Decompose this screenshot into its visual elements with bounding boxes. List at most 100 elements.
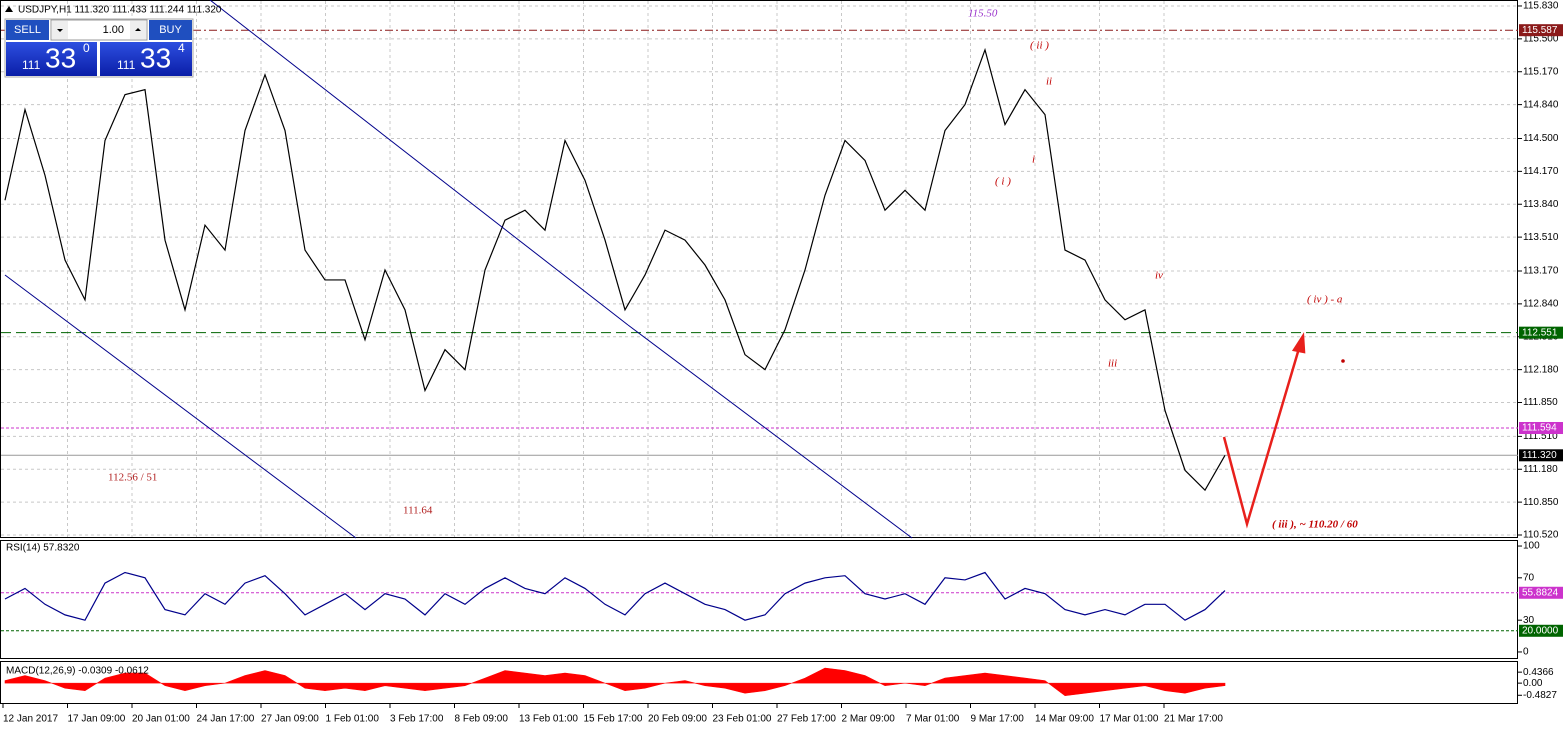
sell-price-sup: 0 — [83, 41, 90, 55]
buy-button[interactable] — [149, 20, 192, 40]
y-tick-label: 115.170 — [1523, 66, 1559, 77]
grid — [1, 1, 1518, 537]
time-label: 12 Jan 2017 — [3, 714, 58, 725]
level-label: 111.594 — [1522, 423, 1557, 434]
annotation: ( i ) — [995, 176, 1011, 188]
y-tick-label: 110.520 — [1523, 530, 1559, 541]
y-tick-label: 115.500 — [1523, 33, 1559, 44]
time-label: 15 Feb 17:00 — [584, 714, 643, 725]
sell-button[interactable] — [6, 20, 49, 40]
y-tick-label: -0.4827 — [1523, 690, 1557, 701]
trend-line — [209, 0, 629, 326]
level-tag — [1519, 624, 1563, 637]
buy-price-main: 33 — [140, 42, 171, 73]
trend-lines — [4, 0, 913, 539]
y-tick-label: 0.00 — [1523, 678, 1543, 689]
y-tick-label: 70 — [1523, 572, 1535, 583]
time-label: 8 Feb 09:00 — [455, 714, 509, 725]
y-tick-label: 113.510 — [1523, 232, 1559, 243]
time-label: 24 Jan 17:00 — [197, 714, 255, 725]
time-label: 9 Mar 17:00 — [971, 714, 1025, 725]
level-tag — [1519, 326, 1563, 339]
y-tick-label: 112.840 — [1523, 299, 1559, 310]
sell-label: SELL — [14, 24, 41, 36]
y-tick-label: 111.180 — [1523, 464, 1558, 475]
y-tick-label: 114.500 — [1523, 133, 1559, 144]
annotation: 115.50 — [968, 8, 998, 20]
time-label: 1 Feb 01:00 — [326, 714, 380, 725]
y-tick-label: 30 — [1523, 615, 1535, 626]
sell-price-big: 111 — [22, 58, 41, 72]
time-label: 20 Jan 01:00 — [132, 714, 190, 725]
y-tick-label: 113.170 — [1523, 266, 1559, 277]
level-label: 115.587 — [1522, 25, 1558, 36]
level-label: 20.0000 — [1522, 625, 1559, 636]
price-line — [4, 47, 1226, 492]
annotation: ( iii ), ~ 110.20 / 60 — [1272, 519, 1358, 531]
level-label: 112.551 — [1522, 327, 1558, 338]
up-icon — [135, 28, 141, 31]
time-label: 14 Mar 09:00 — [1035, 714, 1094, 725]
annotation: i — [1032, 154, 1035, 166]
arrow-path — [1222, 344, 1302, 529]
time-label: 7 Mar 01:00 — [906, 714, 960, 725]
level-tag — [1519, 586, 1563, 599]
level-tag — [1519, 422, 1563, 435]
buy-price-box[interactable] — [100, 42, 192, 76]
rsi-frame — [0, 540, 1518, 659]
level-tag — [1519, 449, 1563, 462]
time-label: 3 Feb 17:00 — [390, 714, 444, 725]
down-icon — [57, 29, 63, 32]
main-frame — [0, 0, 1518, 538]
y-tick-label: 111.510 — [1523, 431, 1558, 442]
time-label: 17 Jan 09:00 — [68, 714, 126, 725]
annotation: ( ii ) — [1030, 40, 1049, 52]
y-tick-label: 112.180 — [1523, 364, 1559, 375]
y-tick-label: 113.840 — [1523, 199, 1559, 210]
symbol-header: USDJPY,H1 111.320 111.433 111.244 111.32… — [18, 5, 222, 16]
level-label: 55.8824 — [1522, 587, 1559, 598]
sell-price-box[interactable] — [6, 42, 97, 76]
time-label: 20 Feb 09:00 — [648, 714, 707, 725]
time-label: 13 Feb 01:00 — [519, 714, 578, 725]
y-tick-label: 114.170 — [1523, 166, 1559, 177]
macd-frame — [0, 661, 1518, 704]
marker-dot — [1341, 359, 1345, 363]
pane-frames — [0, 0, 1518, 704]
header: USDJPY,H1 111.320 111.433 111.244 111.32… — [5, 5, 222, 16]
annotation: ( iv ) - a — [1307, 294, 1343, 306]
volume-box[interactable] — [50, 19, 148, 41]
time-label: 23 Feb 01:00 — [713, 714, 772, 725]
volume: 1.00 — [103, 24, 124, 36]
price-line — [4, 571, 1226, 621]
collapse-icon[interactable] — [5, 6, 13, 12]
buy-price-big: 111 — [117, 58, 136, 72]
sell-price-main: 33 — [45, 42, 76, 73]
time-label: 2 Mar 09:00 — [842, 714, 896, 725]
annotation: 112.56 / 51 — [108, 472, 157, 484]
y-tick-label: 0.4366 — [1523, 667, 1554, 678]
macd-histogram — [4, 667, 1226, 697]
buy-price-sup: 4 — [178, 41, 185, 55]
y-tick-label: 100 — [1523, 541, 1540, 552]
trend-line — [4, 274, 357, 539]
annotation: ii — [1046, 76, 1052, 88]
time-label: 17 Mar 01:00 — [1100, 714, 1159, 725]
forecast-arrow — [1222, 332, 1345, 529]
y-tick-label: 0 — [1523, 647, 1529, 658]
rsi-title: RSI(14) 57.8320 — [6, 543, 80, 554]
y-tick-label: 110.850 — [1523, 497, 1559, 508]
annotation: iv — [1155, 270, 1163, 282]
trend-line — [627, 324, 913, 539]
time-label: 21 Mar 17:00 — [1164, 714, 1223, 725]
annotation: 111.64 — [403, 505, 433, 517]
one-click-panel: SELL 1.00 BUY 111 33 0 111 33 4 — [4, 18, 194, 78]
y-tick-label: 115.830 — [1523, 1, 1559, 12]
y-tick-label: 111.850 — [1523, 397, 1558, 408]
arrow-head — [1291, 332, 1306, 354]
time-label: 27 Jan 09:00 — [261, 714, 319, 725]
level-label: 111.320 — [1522, 450, 1557, 461]
